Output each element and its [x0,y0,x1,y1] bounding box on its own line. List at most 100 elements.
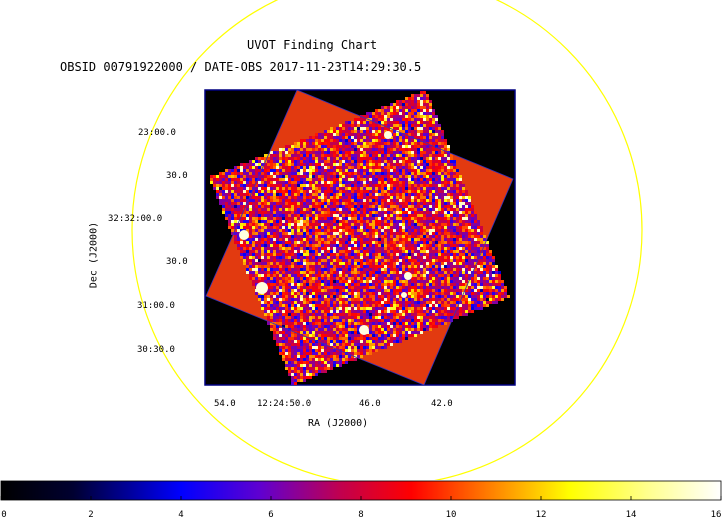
exposure-pixel [498,283,501,286]
exposure-pixel [276,163,279,166]
exposure-pixel [390,202,393,205]
exposure-pixel [324,184,327,187]
exposure-pixel [387,175,390,178]
exposure-pixel [423,160,426,163]
exposure-pixel [387,304,390,307]
exposure-pixel [390,178,393,181]
exposure-pixel [354,301,357,304]
exposure-pixel [414,112,417,115]
exposure-pixel [363,130,366,133]
exposure-pixel [255,271,258,274]
exposure-pixel [285,307,288,310]
exposure-pixel [405,184,408,187]
exposure-pixel [363,247,366,250]
exposure-pixel [363,220,366,223]
exposure-pixel [264,154,267,157]
exposure-pixel [312,169,315,172]
exposure-pixel [339,148,342,151]
exposure-pixel [429,289,432,292]
exposure-pixel [210,181,213,184]
exposure-pixel [474,229,477,232]
exposure-pixel [429,178,432,181]
exposure-pixel [402,196,405,199]
exposure-pixel [342,214,345,217]
exposure-pixel [414,133,417,136]
exposure-pixel [354,127,357,130]
exposure-pixel [357,124,360,127]
exposure-pixel [273,289,276,292]
exposure-pixel [261,295,264,298]
exposure-pixel [309,214,312,217]
exposure-pixel [441,310,444,313]
exposure-pixel [378,136,381,139]
exposure-pixel [237,202,240,205]
exposure-pixel [345,244,348,247]
exposure-pixel [477,247,480,250]
exposure-pixel [456,196,459,199]
exposure-pixel [282,283,285,286]
exposure-pixel [381,118,384,121]
exposure-pixel [402,202,405,205]
exposure-pixel [459,226,462,229]
exposure-pixel [399,199,402,202]
exposure-pixel [435,256,438,259]
exposure-pixel [303,244,306,247]
exposure-pixel [336,160,339,163]
exposure-pixel [450,259,453,262]
exposure-pixel [393,178,396,181]
exposure-pixel [351,136,354,139]
exposure-pixel [450,172,453,175]
exposure-pixel [291,208,294,211]
exposure-pixel [252,232,255,235]
exposure-pixel [306,295,309,298]
exposure-pixel [318,202,321,205]
exposure-pixel [381,244,384,247]
exposure-pixel [267,253,270,256]
exposure-pixel [300,280,303,283]
exposure-pixel [348,169,351,172]
exposure-pixel [339,292,342,295]
exposure-pixel [321,211,324,214]
exposure-pixel [348,160,351,163]
exposure-pixel [411,157,414,160]
exposure-pixel [402,238,405,241]
exposure-pixel [264,166,267,169]
exposure-pixel [348,214,351,217]
exposure-pixel [309,184,312,187]
exposure-pixel [309,244,312,247]
exposure-pixel [291,166,294,169]
exposure-pixel [369,163,372,166]
exposure-pixel [348,238,351,241]
exposure-pixel [426,298,429,301]
exposure-pixel [393,112,396,115]
exposure-pixel [456,277,459,280]
exposure-pixel [336,130,339,133]
exposure-pixel [339,202,342,205]
exposure-pixel [441,136,444,139]
exposure-pixel [438,307,441,310]
exposure-pixel [267,262,270,265]
exposure-pixel [465,220,468,223]
exposure-pixel [411,208,414,211]
exposure-pixel [447,202,450,205]
exposure-pixel [396,202,399,205]
exposure-pixel [441,226,444,229]
exposure-pixel [381,178,384,181]
exposure-pixel [396,205,399,208]
exposure-pixel [237,217,240,220]
exposure-pixel [435,169,438,172]
exposure-pixel [417,160,420,163]
exposure-pixel [351,229,354,232]
exposure-pixel [402,136,405,139]
exposure-pixel [234,238,237,241]
exposure-pixel [258,298,261,301]
exposure-pixel [393,223,396,226]
exposure-pixel [411,259,414,262]
exposure-pixel [273,298,276,301]
exposure-pixel [282,244,285,247]
exposure-pixel [324,130,327,133]
exposure-pixel [348,250,351,253]
exposure-pixel [420,136,423,139]
exposure-pixel [306,259,309,262]
exposure-pixel [327,169,330,172]
